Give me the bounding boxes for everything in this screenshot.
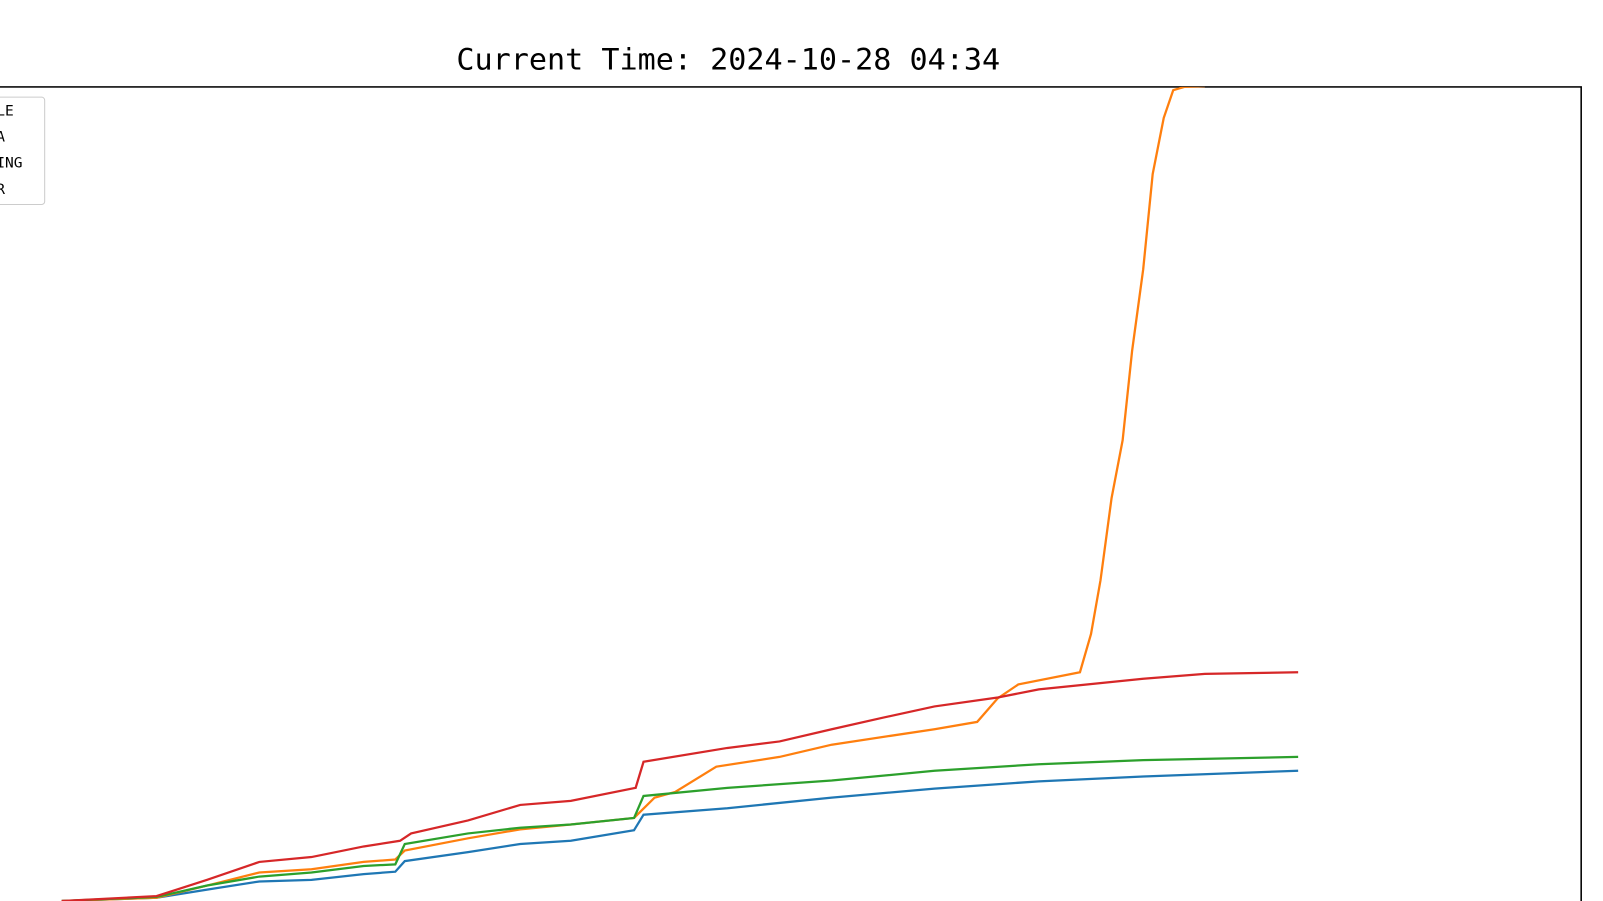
legend-box [0, 96, 46, 206]
chart-title: Current Time: 2024-10-28 04:34 [456, 43, 1000, 78]
data-line [61, 86, 1205, 901]
plot-frame [0, 86, 1582, 901]
legend: LLE NA IING ER [0, 96, 46, 206]
data-line [61, 755, 1299, 901]
plot-area [61, 86, 1299, 901]
data-line [61, 769, 1299, 901]
legend-label: ER [0, 182, 5, 198]
legend-label: LLE [0, 104, 14, 120]
data-line [61, 671, 1299, 901]
legend-label: IING [0, 156, 23, 172]
legend-label: NA [0, 130, 5, 146]
